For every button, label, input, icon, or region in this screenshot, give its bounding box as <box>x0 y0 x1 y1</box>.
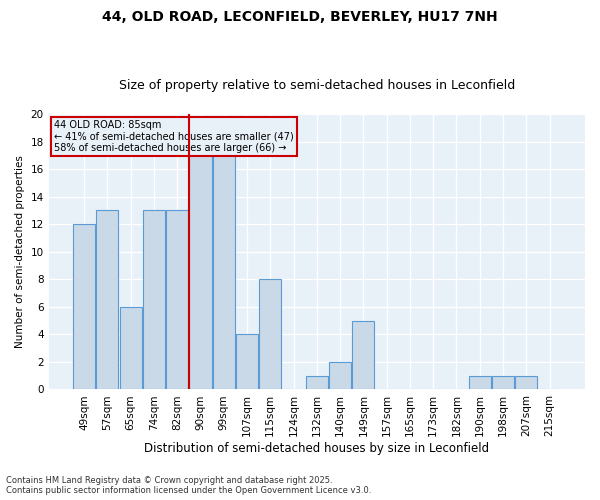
Text: Contains HM Land Registry data © Crown copyright and database right 2025.
Contai: Contains HM Land Registry data © Crown c… <box>6 476 371 495</box>
Bar <box>329 362 351 390</box>
Y-axis label: Number of semi-detached properties: Number of semi-detached properties <box>15 156 25 348</box>
Bar <box>259 280 281 390</box>
Bar <box>469 376 491 390</box>
Bar <box>166 210 188 390</box>
Title: Size of property relative to semi-detached houses in Leconfield: Size of property relative to semi-detach… <box>119 79 515 92</box>
Bar <box>73 224 95 390</box>
Bar <box>143 210 165 390</box>
Bar <box>212 156 235 390</box>
Bar <box>492 376 514 390</box>
Text: 44 OLD ROAD: 85sqm
← 41% of semi-detached houses are smaller (47)
58% of semi-de: 44 OLD ROAD: 85sqm ← 41% of semi-detache… <box>54 120 294 152</box>
Bar <box>352 320 374 390</box>
Bar <box>236 334 258 390</box>
Bar <box>97 210 118 390</box>
Bar <box>515 376 538 390</box>
Bar <box>306 376 328 390</box>
Bar <box>119 307 142 390</box>
X-axis label: Distribution of semi-detached houses by size in Leconfield: Distribution of semi-detached houses by … <box>144 442 490 455</box>
Bar <box>190 156 212 390</box>
Text: 44, OLD ROAD, LECONFIELD, BEVERLEY, HU17 7NH: 44, OLD ROAD, LECONFIELD, BEVERLEY, HU17… <box>102 10 498 24</box>
